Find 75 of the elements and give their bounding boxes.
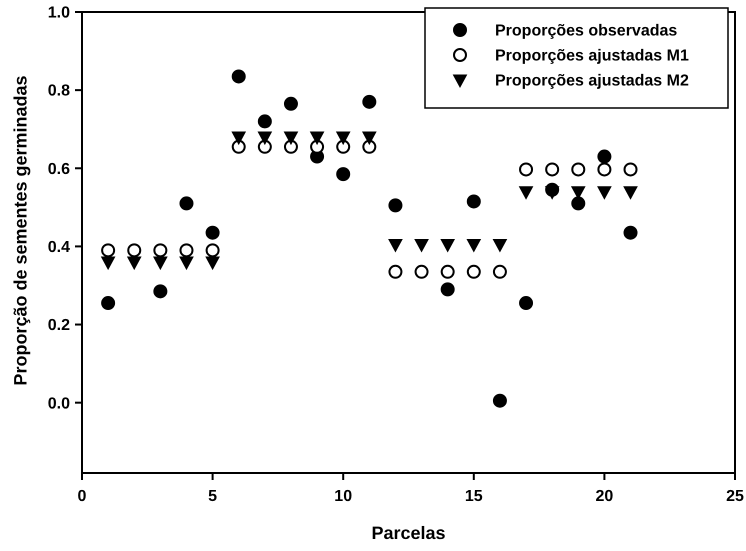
point (206, 226, 220, 240)
point (362, 94, 376, 109)
x-tick-label: 5 (208, 488, 218, 505)
point (440, 282, 455, 296)
point (388, 198, 402, 212)
point (310, 140, 324, 154)
point (440, 238, 455, 252)
point (101, 296, 116, 310)
point (179, 243, 194, 258)
point (545, 186, 560, 200)
point (284, 132, 298, 145)
point (310, 132, 324, 145)
point (232, 69, 246, 84)
point (258, 140, 272, 154)
point (388, 264, 402, 279)
x-tick-label: 10 (334, 488, 352, 505)
point (492, 264, 507, 279)
point (258, 114, 272, 128)
point (545, 162, 560, 176)
point (571, 196, 586, 210)
point (101, 243, 116, 258)
point (206, 256, 220, 270)
point (153, 284, 168, 298)
point (336, 132, 350, 145)
y-tick-label: 0.0 (48, 395, 70, 412)
point (597, 186, 612, 200)
y-tick-label: 0.6 (48, 160, 70, 178)
point (127, 243, 142, 258)
point (362, 140, 376, 154)
point (492, 394, 507, 408)
point (519, 186, 534, 200)
legend-label: Proporções ajustadas M2 (495, 72, 689, 90)
point (519, 296, 534, 310)
point (624, 162, 638, 176)
y-tick-label: 0.2 (48, 317, 70, 334)
point (466, 238, 481, 252)
point (414, 264, 429, 279)
point (284, 96, 298, 111)
point (258, 132, 272, 145)
point (206, 243, 220, 258)
point (519, 162, 534, 176)
point (466, 194, 481, 208)
x-tick-label: 0 (78, 488, 87, 505)
point (597, 150, 612, 164)
point (284, 140, 298, 154)
legend-label: Proporções observadas (495, 22, 678, 40)
point (571, 162, 586, 176)
point (179, 256, 194, 270)
legend-label: Proporções ajustadas M1 (495, 48, 689, 65)
point (492, 238, 507, 252)
point (414, 238, 429, 252)
point (153, 243, 168, 258)
point (179, 196, 194, 210)
x-tick-label: 20 (596, 488, 614, 505)
point (153, 256, 168, 270)
point (336, 140, 350, 154)
point (232, 140, 246, 154)
point (362, 132, 376, 145)
point (388, 238, 402, 252)
x-axis-title: Parcelas (371, 523, 446, 543)
y-tick-label: 0.4 (48, 239, 70, 256)
x-tick-label: 25 (726, 488, 744, 505)
point (624, 186, 638, 200)
point (466, 264, 481, 279)
y-axis-title: Proporção de sementes germinadas (10, 75, 30, 386)
y-tick-label: 0.8 (48, 82, 70, 100)
point (101, 256, 116, 270)
point (127, 256, 142, 270)
point (597, 162, 612, 176)
point (336, 167, 350, 182)
point (440, 264, 455, 279)
point (624, 226, 638, 240)
y-tick-label: 1.0 (48, 4, 70, 22)
x-tick-label: 15 (464, 488, 483, 505)
point (232, 132, 246, 145)
